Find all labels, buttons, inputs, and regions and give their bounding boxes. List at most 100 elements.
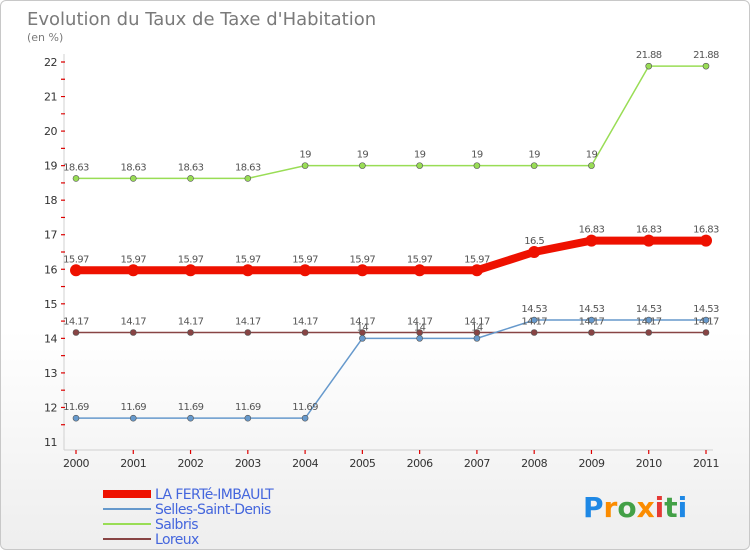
y-tick-label: 21	[44, 91, 57, 104]
legend-label-2: Salbris	[155, 517, 198, 533]
data-label-0: 16.5	[524, 236, 544, 247]
series-point-1	[359, 335, 366, 342]
series-point-2	[702, 62, 710, 70]
x-tick-label: 2010	[636, 457, 662, 470]
series-point-3	[72, 329, 80, 336]
series-point-1	[645, 316, 653, 324]
x-tick-label: 2006	[407, 457, 433, 470]
series-line-0	[72, 236, 710, 275]
axes: 11 12 13 14 15 16 17 18 19 20 21 22 2000 2001 2002 2003…	[44, 54, 720, 470]
series-point-2	[244, 175, 252, 182]
series-point-2	[416, 162, 423, 169]
x-tick-label: 2007	[464, 457, 490, 470]
series-line-1	[75, 319, 707, 419]
data-label-3: 14.17	[407, 316, 433, 327]
data-label-1: 14.53	[693, 304, 719, 315]
data-label-3: 14.17	[120, 316, 146, 327]
data-label-2: 19	[357, 150, 369, 161]
data-label-2: 18.63	[63, 162, 89, 173]
series-point-1	[702, 316, 710, 324]
data-label-0: 16.83	[693, 225, 719, 236]
y-tick-label: 14	[44, 332, 57, 345]
series-point-0	[585, 234, 598, 247]
series-point-3	[129, 329, 137, 336]
data-label-0: 15.97	[464, 254, 490, 265]
series-point-2	[530, 162, 538, 169]
series-point-3	[702, 329, 710, 336]
data-label-1: 11.69	[235, 402, 261, 413]
series-point-3	[244, 329, 252, 336]
logo-letter: x	[637, 491, 655, 524]
series-line-2	[75, 65, 707, 180]
data-label-0: 15.97	[178, 254, 204, 265]
data-label-3: 14.17	[579, 316, 605, 327]
data-label-2: 21.88	[693, 50, 719, 61]
x-tick-label: 2003	[235, 457, 261, 470]
data-label-3: 14.17	[178, 316, 204, 327]
series-point-0	[70, 264, 82, 277]
y-tick-label: 18	[44, 194, 57, 207]
series-point-3	[588, 329, 595, 336]
series-point-1	[187, 414, 194, 422]
y-tick-label: 16	[44, 263, 57, 276]
y-tick-label: 17	[44, 229, 57, 242]
series-point-1	[416, 335, 423, 342]
x-tick-label: 2009	[578, 457, 604, 470]
series-layer	[70, 62, 712, 422]
data-label-3: 14.17	[63, 316, 89, 327]
data-label-1: 11.69	[63, 402, 89, 413]
data-label-0: 15.97	[235, 254, 261, 265]
legend-label-3: Loreux	[155, 532, 199, 548]
series-point-3	[301, 329, 309, 336]
data-label-2: 18.63	[178, 162, 204, 173]
data-label-0: 16.83	[579, 225, 605, 236]
series-point-0	[127, 264, 140, 277]
data-label-2: 19	[414, 150, 426, 161]
series-point-2	[301, 162, 309, 169]
data-label-0: 15.97	[350, 254, 376, 265]
series-point-0	[299, 264, 312, 277]
series-point-1	[244, 414, 252, 422]
data-labels: 15.97 15.97 15.97 15.97 15.97 15.97 15.97 15.97…	[63, 50, 719, 413]
y-tick-label: 19	[44, 160, 57, 173]
data-label-3: 14.17	[350, 316, 376, 327]
series-point-2	[72, 175, 80, 182]
series-point-0	[241, 264, 254, 277]
x-tick-label: 2011	[693, 457, 719, 470]
chart-subtitle: (en %)	[27, 31, 63, 44]
y-tick-label: 13	[44, 367, 57, 380]
x-tick-label: 2001	[120, 457, 146, 470]
y-tick-label: 20	[44, 125, 57, 138]
series-point-3	[187, 329, 194, 336]
series-point-2	[473, 162, 481, 169]
series-point-2	[187, 175, 194, 182]
series-point-0	[700, 234, 712, 247]
data-label-2: 18.63	[120, 162, 146, 173]
series-point-1	[301, 414, 309, 422]
logo-letter: i	[678, 491, 688, 524]
data-label-2: 21.88	[636, 50, 662, 61]
y-tick-label: 11	[44, 436, 57, 449]
series-point-0	[642, 234, 655, 247]
legend: LA FERTé-IMBAULTSelles-Saint-DenisSalbri…	[103, 487, 275, 548]
data-label-2: 19	[528, 150, 540, 161]
data-label-1: 14.53	[579, 304, 605, 315]
data-label-2: 19	[299, 150, 311, 161]
y-tick-label: 15	[44, 298, 57, 311]
series-point-2	[645, 62, 653, 70]
data-label-1: 14.53	[636, 304, 662, 315]
data-label-1: 11.69	[292, 402, 318, 413]
x-tick-label: 2002	[178, 457, 204, 470]
data-label-3: 14.17	[521, 316, 547, 327]
data-label-1: 14	[357, 322, 369, 333]
series-point-0	[528, 246, 541, 258]
data-label-3: 14.17	[235, 316, 261, 327]
series-point-1	[588, 316, 595, 324]
series-point-0	[413, 264, 426, 277]
x-tick-label: 2000	[63, 457, 89, 470]
series-point-1	[530, 316, 538, 324]
x-tick-label: 2005	[349, 457, 375, 470]
series-point-1	[129, 414, 137, 422]
data-label-0: 15.97	[407, 254, 433, 265]
